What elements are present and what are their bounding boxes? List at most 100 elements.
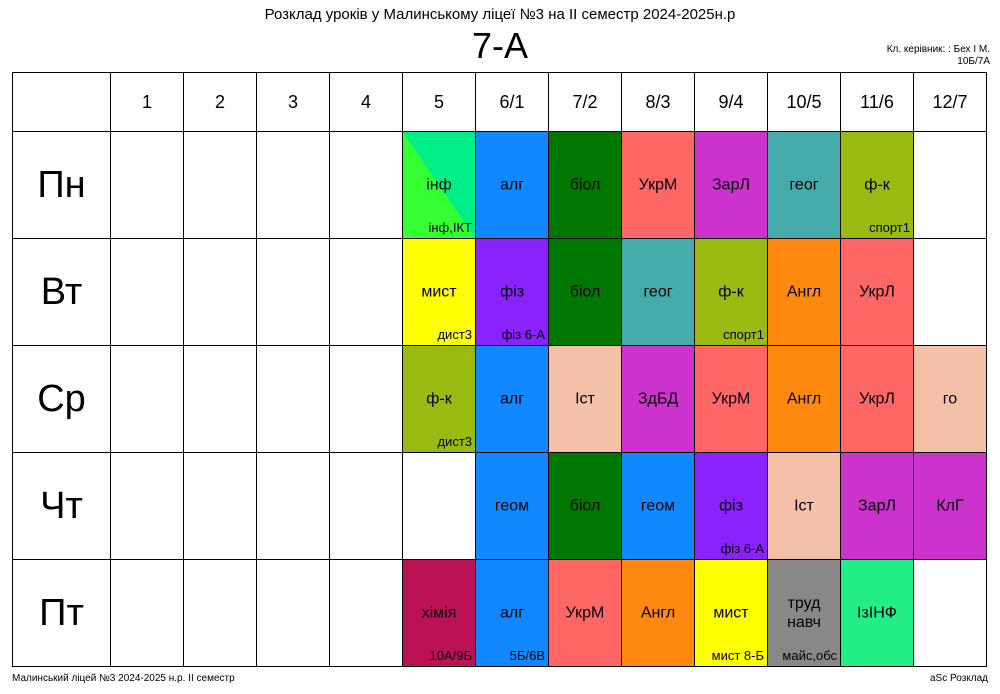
day-label: Ср <box>12 345 111 453</box>
lesson-card[interactable]: геом <box>476 453 548 559</box>
lesson-card[interactable]: УкрМ <box>622 132 694 238</box>
lesson-subject: алг <box>499 176 525 194</box>
timetable-cell: хімія 10А/9Б <box>402 559 476 667</box>
lesson-subject: фіз <box>718 497 744 515</box>
lesson-subject: Іст <box>794 497 814 515</box>
lesson-card[interactable]: КлГ <box>914 453 986 559</box>
lesson-room: спорт1 <box>723 327 764 342</box>
lesson-card[interactable]: Англ <box>768 346 840 452</box>
day-row: Вт мист дист3 фіз фіз 6-А біол геог ф-к спорт1 Ан… <box>12 238 987 346</box>
lesson-card[interactable]: фіз фіз 6-А <box>695 453 767 559</box>
lesson-subject: біол <box>569 176 601 194</box>
lesson-card[interactable]: Англ <box>768 239 840 345</box>
lesson-subject: ІзІНФ <box>857 604 897 622</box>
lesson-card[interactable]: ф-к дист3 <box>403 346 475 452</box>
timetable-cell <box>110 345 184 453</box>
lesson-subject: алг <box>499 604 525 622</box>
class-teacher-room: 10Б/7А <box>957 56 990 67</box>
timetable: 1 2 3 4 5 6/1 7/2 8/3 9/4 10/5 11/6 12/7 Пн інф інф,І… <box>12 72 987 667</box>
lesson-room: фіз 6-А <box>720 541 764 556</box>
timetable-cell <box>256 452 330 560</box>
lesson-card[interactable]: труд навч майс,обс <box>768 560 840 666</box>
timetable-cell <box>329 345 403 453</box>
period-header: 9/4 <box>694 72 768 132</box>
lesson-subject: Англ <box>640 604 676 622</box>
timetable-cell: біол <box>548 131 622 239</box>
timetable-cell: УкрМ <box>548 559 622 667</box>
lesson-subject: Англ <box>786 390 822 408</box>
lesson-subject: КлГ <box>936 497 964 515</box>
lesson-card[interactable]: інф інф,ІКТ <box>403 132 475 238</box>
period-header: 6/1 <box>475 72 549 132</box>
lesson-card[interactable]: Англ <box>622 560 694 666</box>
lesson-subject: ЗарЛ <box>712 176 750 194</box>
lesson-card[interactable]: алг <box>476 346 548 452</box>
timetable-cell <box>183 345 257 453</box>
lesson-card[interactable]: УкрМ <box>695 346 767 452</box>
timetable-cell <box>256 345 330 453</box>
lesson-room: фіз 6-А <box>501 327 545 342</box>
footer-app: aSc Розклад <box>930 673 988 684</box>
day-row: Чт геом біол геом фіз фіз 6-А Іст ЗарЛ КлГ <box>12 452 987 560</box>
timetable-cell <box>256 131 330 239</box>
timetable-cell <box>913 238 987 346</box>
lesson-card[interactable]: геом <box>622 453 694 559</box>
timetable-cell: труд навч майс,обс <box>767 559 841 667</box>
lesson-card[interactable]: біол <box>549 132 621 238</box>
timetable-cell: фіз фіз 6-А <box>475 238 549 346</box>
timetable-cell: ф-к спорт1 <box>840 131 914 239</box>
timetable-cell <box>110 452 184 560</box>
day-label: Пн <box>12 131 111 239</box>
class-teacher: Кл. керівник: : Бех І М. 10Б/7А <box>887 44 990 68</box>
timetable-cell: алг <box>475 345 549 453</box>
lesson-card[interactable]: хімія 10А/9Б <box>403 560 475 666</box>
timetable-cell: геог <box>621 238 695 346</box>
lesson-card[interactable]: ЗарЛ <box>695 132 767 238</box>
day-row: Пт хімія 10А/9Б алг 5Б/6В УкрМ Англ мист мист 8-… <box>12 559 987 667</box>
lesson-card[interactable]: алг 5Б/6В <box>476 560 548 666</box>
timetable-cell <box>110 131 184 239</box>
lesson-subject: УкрЛ <box>859 390 895 408</box>
lesson-card[interactable]: Іст <box>768 453 840 559</box>
timetable-cell <box>329 131 403 239</box>
timetable-cell: Англ <box>767 238 841 346</box>
lesson-card[interactable]: алг <box>476 132 548 238</box>
timetable-cell: ІзІНФ <box>840 559 914 667</box>
lesson-card[interactable]: мист мист 8-Б <box>695 560 767 666</box>
period-header-row: 1 2 3 4 5 6/1 7/2 8/3 9/4 10/5 11/6 12/7 <box>12 72 987 132</box>
lesson-card[interactable]: го <box>914 346 986 452</box>
lesson-subject: го <box>942 390 958 408</box>
lesson-card[interactable]: біол <box>549 239 621 345</box>
lesson-card[interactable]: ф-к спорт1 <box>841 132 913 238</box>
lesson-card[interactable]: Іст <box>549 346 621 452</box>
lesson-card[interactable]: ф-к спорт1 <box>695 239 767 345</box>
lesson-card[interactable]: мист дист3 <box>403 239 475 345</box>
day-row: Ср ф-к дист3 алг Іст ЗдБД УкрМ Англ УкрЛ го <box>12 345 987 453</box>
corner-cell <box>12 72 111 132</box>
lesson-subject: біол <box>569 283 601 301</box>
timetable-cell: алг 5Б/6В <box>475 559 549 667</box>
timetable-cell: УкрЛ <box>840 238 914 346</box>
lesson-card[interactable]: УкрЛ <box>841 346 913 452</box>
lesson-room: 5Б/6В <box>509 648 545 663</box>
lesson-card[interactable]: біол <box>549 453 621 559</box>
period-header: 11/6 <box>840 72 914 132</box>
lesson-subject: ЗарЛ <box>858 497 896 515</box>
timetable-cell: ЗдБД <box>621 345 695 453</box>
lesson-subject: Англ <box>786 283 822 301</box>
lesson-subject: УкрМ <box>711 390 751 408</box>
lesson-card[interactable]: фіз фіз 6-А <box>476 239 548 345</box>
lesson-card[interactable]: ЗдБД <box>622 346 694 452</box>
lesson-card[interactable]: УкрМ <box>549 560 621 666</box>
lesson-card[interactable]: ІзІНФ <box>841 560 913 666</box>
lesson-card[interactable]: УкрЛ <box>841 239 913 345</box>
lesson-card[interactable]: ЗарЛ <box>841 453 913 559</box>
lesson-subject: ф-к <box>864 176 890 194</box>
lesson-card[interactable]: геог <box>622 239 694 345</box>
lesson-subject: інф <box>426 176 452 194</box>
timetable-cell <box>110 559 184 667</box>
timetable-cell <box>913 559 987 667</box>
lesson-card[interactable]: геог <box>768 132 840 238</box>
lesson-subject: ф-к <box>426 390 452 408</box>
lesson-room: дист3 <box>437 434 472 449</box>
